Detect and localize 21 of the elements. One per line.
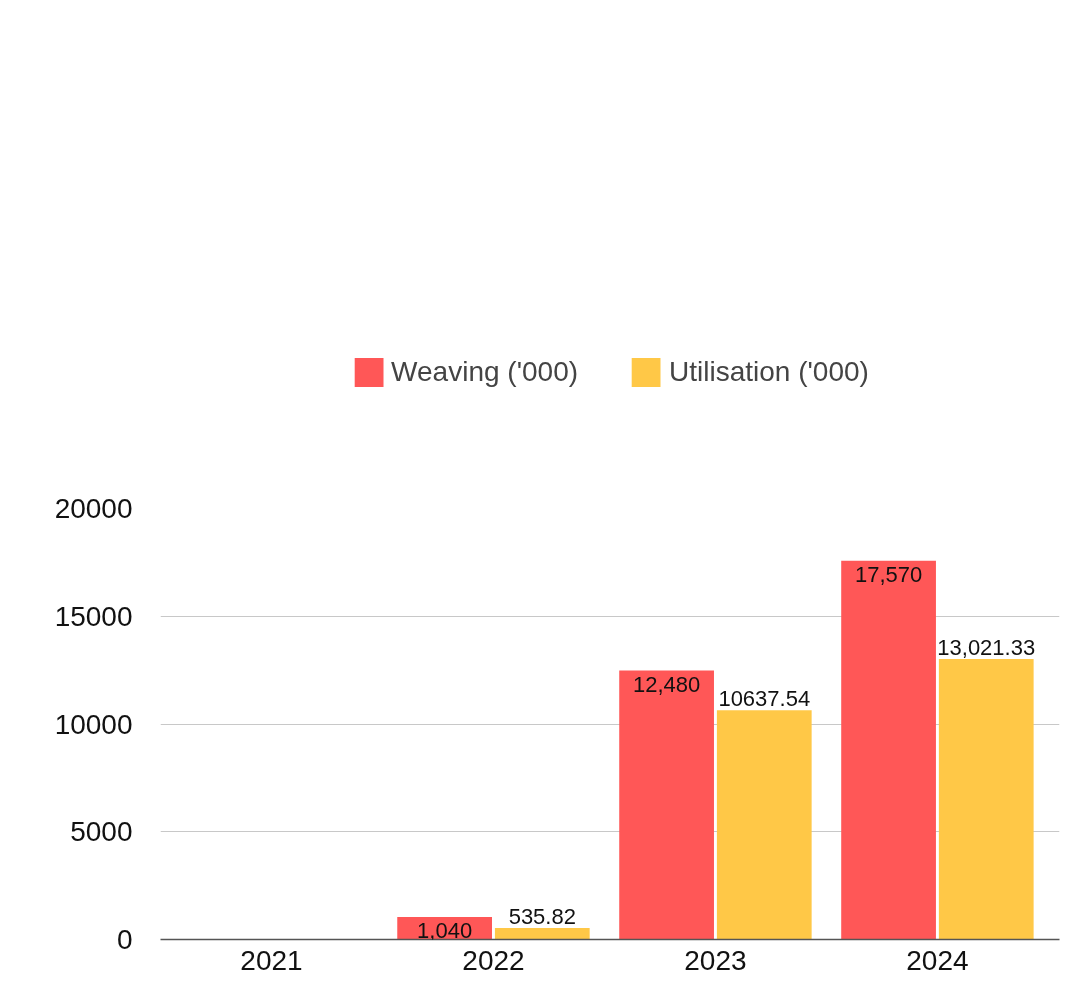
y-tick-label: 0 xyxy=(116,924,133,955)
data-label: 10637.54 xyxy=(718,686,811,712)
legend-label: Utilisation ('000) xyxy=(669,355,869,389)
x-tick-label: 2021 xyxy=(240,944,303,976)
x-tick-label: 2022 xyxy=(462,944,525,976)
y-tick-label: 5000 xyxy=(70,816,133,848)
data-label: 535.82 xyxy=(508,903,576,929)
bar xyxy=(494,927,590,940)
y-tick-label: 15000 xyxy=(54,600,133,632)
y-tick-label: 10000 xyxy=(54,708,133,740)
y-tick-label: 20000 xyxy=(54,493,133,524)
x-tick-label: 2024 xyxy=(906,944,969,976)
bar xyxy=(841,560,936,940)
data-label: 12,480 xyxy=(632,671,701,697)
bar xyxy=(938,658,1034,940)
bar xyxy=(619,670,714,940)
data-label: 13,021.33 xyxy=(937,634,1036,660)
bar xyxy=(716,710,812,940)
data-label: 17,570 xyxy=(854,561,923,587)
x-tick-label: 2023 xyxy=(684,944,747,976)
legend-label: Weaving ('000) xyxy=(391,355,579,389)
